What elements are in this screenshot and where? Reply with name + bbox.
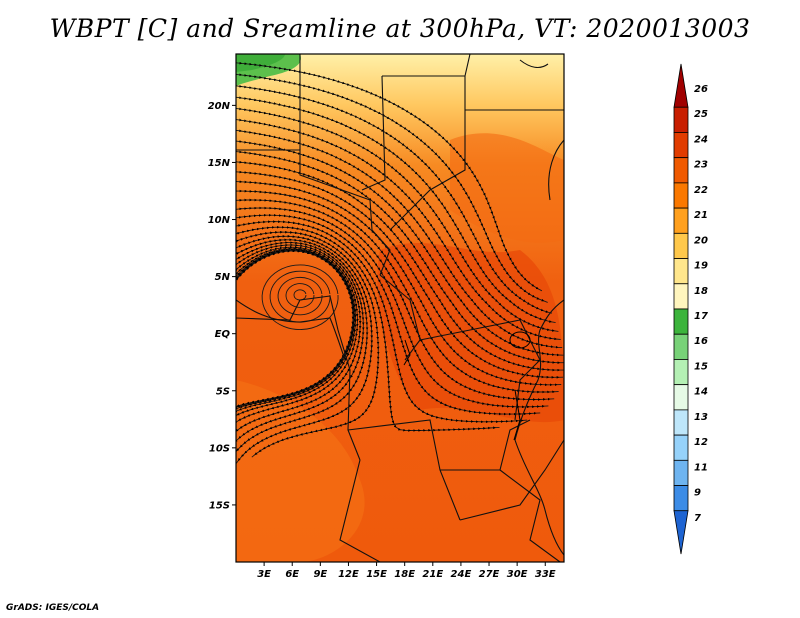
streamline xyxy=(277,276,323,316)
colorbar-swatch xyxy=(673,359,689,386)
x-tick-label: 33E xyxy=(535,569,556,580)
colorbar-swatch xyxy=(673,157,689,184)
streamline xyxy=(196,533,225,586)
x-tick-label: 18E xyxy=(394,569,415,580)
x-tick-label: 24E xyxy=(451,569,472,580)
y-tick-label: 10S xyxy=(209,443,230,454)
streamline xyxy=(196,478,232,585)
y-axis: 20N 15N 10N 5N EQ 5S 10S 15S xyxy=(208,101,236,511)
colorbar-swatch xyxy=(673,510,689,555)
chart-title: WBPT [C] and Sreamline at 300hPa, VT: 20… xyxy=(49,14,751,43)
streamline xyxy=(196,456,231,584)
country-borders xyxy=(236,54,564,562)
colorbar-swatch xyxy=(673,384,689,411)
colorbar-swatch xyxy=(673,459,689,486)
x-tick-label: 12E xyxy=(338,569,359,580)
colorbar-swatch xyxy=(673,283,689,310)
y-tick-label: 20N xyxy=(208,101,231,112)
streamline xyxy=(285,283,315,308)
colorbar-label: 13 xyxy=(694,412,708,423)
streamline xyxy=(269,270,331,323)
colorbar-swatch xyxy=(673,207,689,234)
streamline xyxy=(196,555,215,584)
colorbar-swatch xyxy=(673,132,689,159)
colorbar-swatch xyxy=(673,434,689,461)
colorbar-label: 24 xyxy=(694,134,708,145)
colorbar-label: 19 xyxy=(694,261,708,272)
map-frame xyxy=(235,53,565,563)
y-tick-label: EQ xyxy=(215,329,231,340)
colorbar-swatch xyxy=(673,409,689,436)
colorbar-swatch xyxy=(673,308,689,335)
streamline xyxy=(193,412,230,584)
colorbar-label: 25 xyxy=(694,109,708,120)
streamline xyxy=(236,249,355,411)
map-area xyxy=(192,54,564,586)
colorbar-label: 16 xyxy=(694,336,708,347)
colorbar-label: 9 xyxy=(694,488,701,499)
y-tick-label: 15S xyxy=(209,500,230,511)
colorbar-label: 20 xyxy=(694,235,708,246)
colorbar: 26 25 24 23 22 21 20 19 18 17 16 15 14 13 12 11 9 7 xyxy=(673,63,708,555)
x-tick-label: 3E xyxy=(257,569,271,580)
streamline xyxy=(261,264,339,330)
streamline xyxy=(192,390,228,583)
lakes xyxy=(403,331,531,441)
y-tick-label: 5S xyxy=(216,386,230,397)
colorbar-swatch xyxy=(673,232,689,259)
x-tick-label: 6E xyxy=(285,569,299,580)
streamline xyxy=(193,401,230,584)
colorbar-label: 14 xyxy=(694,387,708,398)
colorbar-label: 18 xyxy=(694,286,708,297)
coastlines xyxy=(236,59,564,556)
x-axis: 3E 6E 9E 12E 15E 18E 21E 24E 27E 30E 33E xyxy=(257,562,556,580)
streamline xyxy=(196,445,231,583)
x-tick-label: 21E xyxy=(422,569,443,580)
x-tick-label: 9E xyxy=(313,569,327,580)
colorbar-label: 12 xyxy=(694,437,708,448)
streamlines xyxy=(192,58,564,586)
colorbar-swatch xyxy=(673,63,689,108)
colorbar-label: 21 xyxy=(694,210,708,221)
colorbar-swatch xyxy=(673,333,689,360)
streamline xyxy=(196,522,227,585)
streamline xyxy=(196,467,232,585)
colorbar-label: 22 xyxy=(694,185,708,196)
colorbar-label: 17 xyxy=(694,311,708,322)
streamline xyxy=(293,289,307,301)
colorbar-label: 23 xyxy=(694,160,708,171)
x-tick-label: 27E xyxy=(479,569,500,580)
streamline xyxy=(196,511,228,584)
y-tick-label: 15N xyxy=(208,158,231,169)
colorbar-swatch xyxy=(673,182,689,209)
y-tick-label: 5N xyxy=(215,272,231,283)
streamline xyxy=(196,500,229,583)
colorbar-swatch xyxy=(673,258,689,285)
colorbar-swatch xyxy=(673,485,689,512)
colorbar-label: 11 xyxy=(694,462,708,473)
grads-credit: GrADS: IGES/COLA xyxy=(6,603,100,613)
x-tick-label: 30E xyxy=(507,569,528,580)
y-tick-label: 10N xyxy=(208,215,231,226)
x-tick-label: 15E xyxy=(366,569,387,580)
colorbar-swatch xyxy=(673,106,689,133)
colorbar-label: 26 xyxy=(694,84,708,95)
colorbar-label: 7 xyxy=(694,513,701,524)
colorbar-label: 15 xyxy=(694,361,708,372)
streamline xyxy=(196,544,219,583)
